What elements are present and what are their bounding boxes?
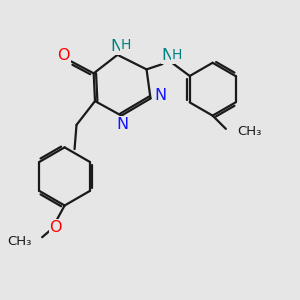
Text: H: H xyxy=(171,48,182,62)
Text: O: O xyxy=(58,48,70,63)
Text: H: H xyxy=(120,38,130,52)
Text: N: N xyxy=(110,39,122,54)
Text: N: N xyxy=(162,48,174,63)
Text: CH₃: CH₃ xyxy=(7,235,31,248)
Text: O: O xyxy=(50,220,62,235)
Text: N: N xyxy=(154,88,166,103)
Text: CH₃: CH₃ xyxy=(237,125,261,138)
Text: N: N xyxy=(117,117,129,132)
